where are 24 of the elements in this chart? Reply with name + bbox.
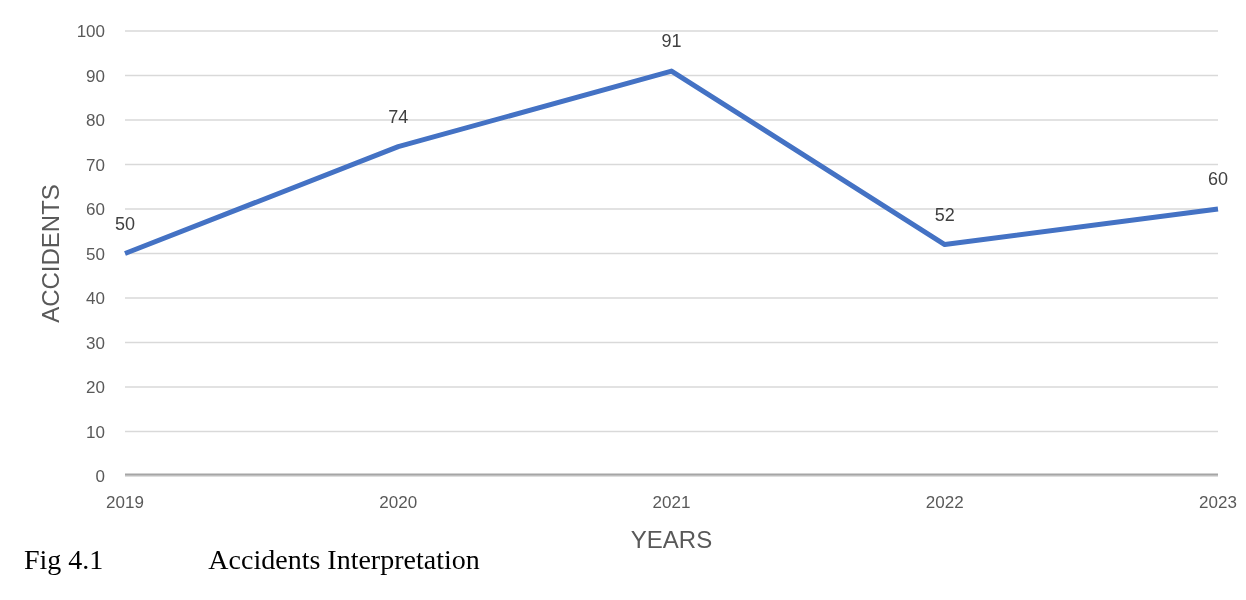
y-tick-label: 100 <box>76 22 105 42</box>
y-tick-label: 10 <box>86 422 105 442</box>
y-tick-label: 90 <box>86 66 105 86</box>
data-label: 52 <box>934 204 955 225</box>
y-tick-label: 40 <box>86 289 105 309</box>
x-tick-label: 2019 <box>106 493 144 513</box>
y-tick-label: 0 <box>95 467 105 487</box>
y-tick-label: 20 <box>86 378 105 398</box>
y-tick-label: 30 <box>86 333 105 353</box>
y-tick-label: 50 <box>86 244 105 264</box>
x-axis-title: YEARS <box>630 526 713 553</box>
data-label: 60 <box>1207 169 1229 189</box>
y-tick-label: 80 <box>86 111 105 131</box>
data-label: 74 <box>388 106 409 127</box>
data-label: 50 <box>114 213 136 234</box>
y-tick-label: 60 <box>86 200 105 220</box>
x-tick-label: 2021 <box>652 493 691 513</box>
x-tick-label: 2023 <box>1199 493 1237 513</box>
y-axis-title: ACCIDENTS <box>36 184 64 323</box>
caption: Fig 4.1 Accidents Interpretation <box>24 544 480 576</box>
x-tick-label: 2022 <box>925 493 964 513</box>
y-tick-label: 70 <box>86 155 105 175</box>
data-label: 91 <box>661 31 682 52</box>
x-tick-label: 2020 <box>379 493 418 513</box>
